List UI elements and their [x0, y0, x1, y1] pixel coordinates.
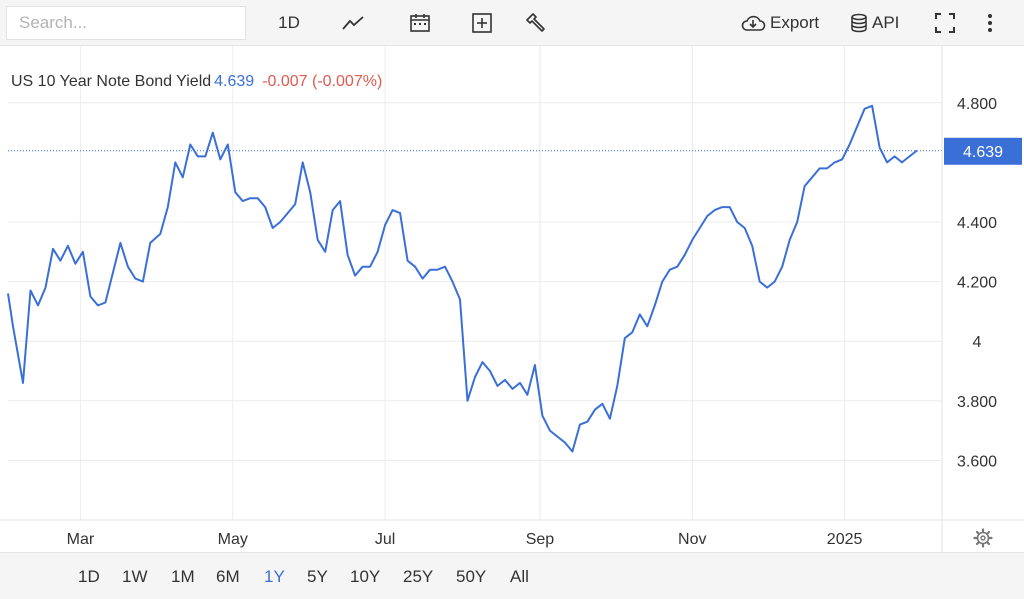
range-selector: 1D 1W 1M 6M 1Y 5Y 10Y 25Y 50Y All: [0, 552, 1024, 599]
range-button-1d[interactable]: 1D: [78, 567, 100, 586]
chart-type-line-icon[interactable]: [337, 8, 369, 38]
more-menu-icon[interactable]: [978, 8, 1002, 38]
chart-legend: US 10 Year Note Bond Yield 4.639 -0.007 (-…: [11, 73, 382, 91]
toolbar: 1D Export API: [0, 0, 1024, 46]
range-button-25y[interactable]: 25Y: [403, 567, 434, 586]
cloud-download-icon: [741, 15, 766, 31]
export-label: Export: [770, 13, 820, 32]
range-button-6m[interactable]: 6M: [216, 567, 240, 586]
chart-area[interactable]: [0, 46, 1024, 552]
legend-change: -0.007 (-0.007%): [262, 73, 383, 90]
search-input[interactable]: [6, 6, 246, 40]
export-button[interactable]: Export: [740, 8, 830, 38]
fullscreen-icon[interactable]: [930, 8, 960, 38]
calendar-icon[interactable]: [404, 8, 436, 38]
api-label: API: [872, 13, 900, 32]
legend-series-name: US 10 Year Note Bond Yield: [11, 73, 212, 90]
legend-last-value: 4.639: [214, 73, 255, 90]
api-button[interactable]: API: [850, 8, 910, 38]
range-button-1m[interactable]: 1M: [171, 567, 195, 586]
database-icon: [851, 13, 867, 33]
range-button-1y[interactable]: 1Y: [264, 567, 285, 586]
range-button-10y[interactable]: 10Y: [350, 567, 381, 586]
range-button-all[interactable]: All: [510, 567, 529, 586]
range-button-50y[interactable]: 50Y: [456, 567, 487, 586]
range-button-5y[interactable]: 5Y: [307, 567, 328, 586]
range-button-1w[interactable]: 1W: [122, 567, 148, 586]
interval-button[interactable]: 1D: [278, 13, 300, 32]
wrench-icon[interactable]: [521, 8, 553, 38]
add-indicator-icon[interactable]: [466, 8, 498, 38]
